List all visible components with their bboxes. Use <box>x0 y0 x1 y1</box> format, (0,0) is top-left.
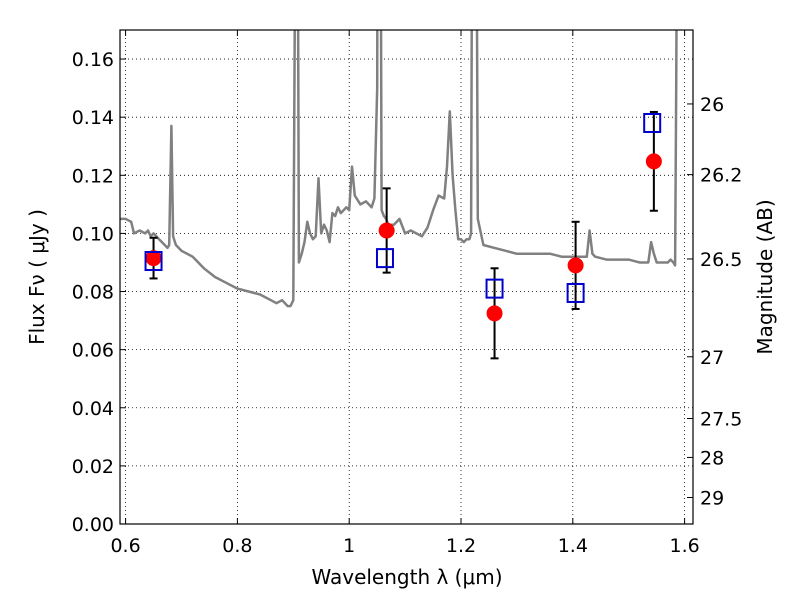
y-tick-label: 0.10 <box>72 223 114 245</box>
model-square <box>144 251 163 272</box>
y-axis-label: Flux Fν ( μJy ) <box>25 209 49 345</box>
model-square <box>375 248 394 269</box>
plot-area <box>120 30 678 360</box>
y2-tick-label: 27.5 <box>700 408 742 430</box>
observed-point <box>486 305 503 322</box>
y-tick-label: 0.08 <box>72 282 114 304</box>
y2-tick-label: 26.5 <box>700 249 742 271</box>
y2-tick-label: 26 <box>700 94 724 116</box>
x-tick-label: 1.4 <box>558 535 588 557</box>
x-tick-label: 0.6 <box>110 535 140 557</box>
model-square <box>566 282 585 303</box>
y-tick-label: 0.02 <box>72 456 114 478</box>
y-tick-label: 0.06 <box>72 340 114 362</box>
observed-point <box>378 222 395 239</box>
grid-lines <box>120 30 693 525</box>
x-tick-label: 1 <box>343 535 355 557</box>
y-tick-label: 0.12 <box>72 165 114 187</box>
y2-tick-label: 26.2 <box>700 165 742 187</box>
plot-frame <box>119 29 694 525</box>
y-tick-label: 0.14 <box>72 107 114 129</box>
x-tick-label: 1.2 <box>446 535 476 557</box>
observed-point <box>567 257 584 274</box>
y-tick-label: 0.00 <box>72 514 114 536</box>
y-tick-label: 0.04 <box>72 398 114 420</box>
y2-tick-label: 27 <box>700 347 724 369</box>
y2-tick-label: 29 <box>700 487 724 509</box>
x-axis-label: Wavelength λ (μm) <box>311 565 502 589</box>
y2-tick-label: 28 <box>700 447 724 469</box>
model-square <box>485 278 504 299</box>
y-tick-label: 0.16 <box>72 49 114 71</box>
observed-point <box>645 153 662 170</box>
x-tick-label: 0.8 <box>222 535 252 557</box>
model-sed-line <box>120 30 678 308</box>
y2-axis-label: Magnitude (AB) <box>753 199 777 354</box>
axes: 0.6 0.8 1 1.2 1.4 1.6 0.00 0.02 0.04 0.06 0.08 0.10… <box>72 29 742 557</box>
model-square <box>643 112 662 133</box>
x-tick-label: 1.6 <box>670 535 700 557</box>
